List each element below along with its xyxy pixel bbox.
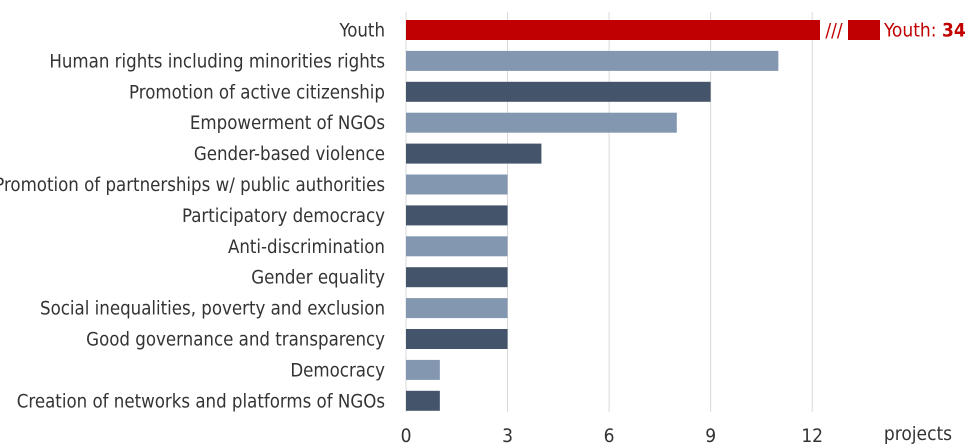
x-tick-label: 0: [401, 425, 412, 447]
bar: [406, 20, 880, 40]
bar: [406, 50, 779, 71]
x-tick-label: 3: [502, 425, 513, 447]
bar: [406, 143, 542, 164]
category-label: Youth: [338, 21, 385, 42]
category-label: Good governance and transparency: [86, 330, 385, 351]
x-tick-labels: 0 3 6 9 12: [401, 425, 824, 447]
bar: [406, 174, 508, 195]
category-label: Gender-based violence: [194, 144, 385, 165]
bar: [406, 205, 508, 226]
category-label: Democracy: [290, 360, 385, 381]
category-label: Social inequalities, poverty and exclusi…: [40, 299, 385, 320]
bar: [406, 359, 440, 380]
x-tick-label: 9: [705, 425, 716, 447]
category-label: Participatory democracy: [182, 206, 385, 227]
category-label: Human rights including minorities rights: [49, 51, 385, 72]
bar: [406, 298, 508, 319]
category-label: Gender equality: [251, 268, 385, 289]
bar: [406, 329, 508, 349]
category-label: Anti-discrimination: [228, 237, 385, 258]
break-value-label: Youth: 34: [883, 20, 965, 42]
category-label: Promotion of partnerships w/ public auth…: [0, 175, 385, 196]
axis-break-gap: [820, 19, 848, 41]
x-tick-label: 6: [604, 425, 615, 447]
bar: [406, 236, 508, 257]
bars: /// Youth: 34: [406, 19, 965, 411]
bar: [406, 112, 677, 133]
category-labels: Youth Human rights including minorities r…: [0, 21, 385, 413]
category-label: Promotion of active citizenship: [129, 82, 385, 103]
bar: [406, 390, 440, 411]
category-label: Empowerment of NGOs: [190, 113, 385, 134]
x-tick-label: 12: [801, 425, 823, 447]
axis-break-marker: ///: [825, 20, 843, 42]
bar: [406, 267, 508, 288]
bar: [406, 81, 711, 102]
category-label: Creation of networks and platforms of NG…: [17, 391, 385, 412]
x-axis-unit-label: projects: [884, 423, 952, 445]
